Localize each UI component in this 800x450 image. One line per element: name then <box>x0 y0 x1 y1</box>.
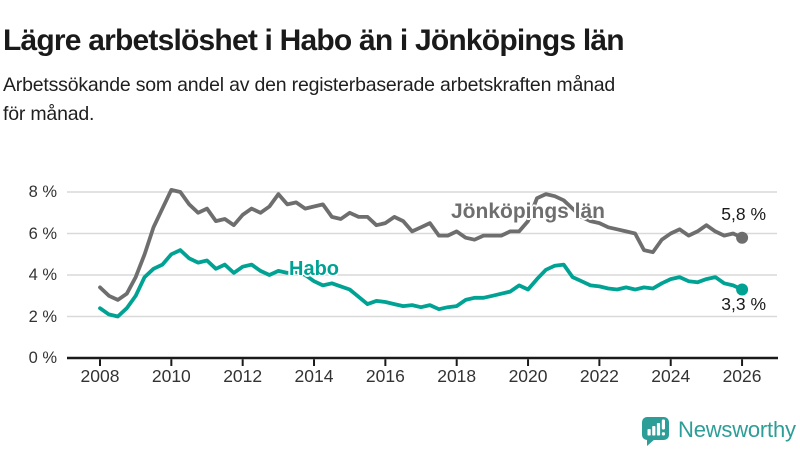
series-label-habo: Habo <box>289 258 339 280</box>
series-line-habo <box>98 248 744 319</box>
newsworthy-logo-icon <box>642 416 669 446</box>
end-value-label-jonkopings-lan: 5,8 % <box>721 204 766 224</box>
series-label-jonkopings-lan: Jönköpings län <box>451 200 606 223</box>
chart-subtitle: Arbetssökande som andel av den registerb… <box>3 71 793 129</box>
end-value-label-habo: 3,3 % <box>721 294 766 314</box>
brand-name: Newsworthy <box>678 417 796 442</box>
series-end-dot-jonkopings-lan <box>736 231 749 244</box>
series-line-jonkopings-lan <box>98 188 744 302</box>
series-end-dot-habo <box>736 283 749 296</box>
page-title: Lägre arbetslöshet i Habo än i Jönköping… <box>3 24 625 58</box>
line-chart <box>67 188 778 366</box>
subtitle-line-1: Arbetssökande som andel av den registerb… <box>3 74 616 96</box>
brand-footer: Newsworthy <box>641 414 796 446</box>
subtitle-line-2: för månad. <box>3 103 95 125</box>
